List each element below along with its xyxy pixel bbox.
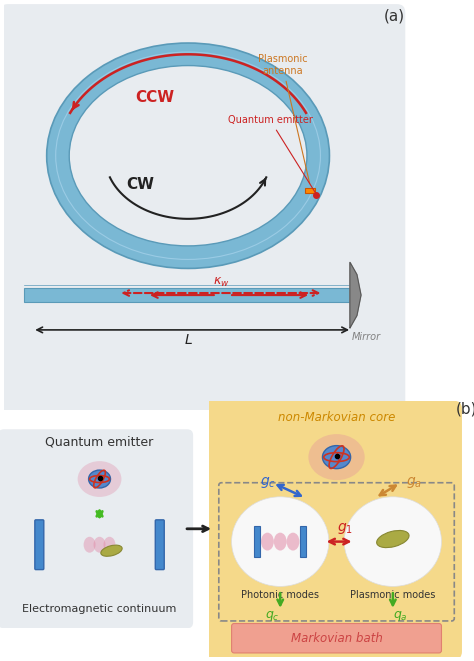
FancyBboxPatch shape <box>0 4 405 414</box>
Ellipse shape <box>93 537 106 553</box>
Ellipse shape <box>287 533 300 551</box>
Text: $q_a$: $q_a$ <box>393 609 408 623</box>
Bar <box>305 188 315 193</box>
Ellipse shape <box>232 497 329 586</box>
Text: $\kappa_w$: $\kappa_w$ <box>212 276 229 289</box>
Text: Plasmonic
antenna: Plasmonic antenna <box>257 54 310 184</box>
Ellipse shape <box>261 533 274 551</box>
Ellipse shape <box>46 43 329 268</box>
Bar <box>24 288 352 302</box>
Bar <box>254 526 260 557</box>
FancyBboxPatch shape <box>232 623 441 653</box>
Text: (b): (b) <box>456 402 474 416</box>
Bar <box>300 526 306 557</box>
Ellipse shape <box>89 470 110 488</box>
FancyBboxPatch shape <box>0 429 193 629</box>
Ellipse shape <box>309 434 365 480</box>
Text: Markovian bath: Markovian bath <box>291 632 383 645</box>
Text: $\gamma$: $\gamma$ <box>98 473 106 485</box>
FancyBboxPatch shape <box>35 520 44 570</box>
Ellipse shape <box>69 65 307 246</box>
Ellipse shape <box>377 531 409 547</box>
Polygon shape <box>350 262 361 328</box>
Text: $L$: $L$ <box>183 333 192 347</box>
Text: non-Markovian core: non-Markovian core <box>278 411 395 424</box>
Text: $g_c$: $g_c$ <box>260 475 276 490</box>
Text: Mirror: Mirror <box>352 332 381 342</box>
FancyBboxPatch shape <box>203 401 462 659</box>
Ellipse shape <box>344 497 441 586</box>
Text: Electromagnetic continuum: Electromagnetic continuum <box>22 604 177 615</box>
Text: Photonic modes: Photonic modes <box>241 590 319 600</box>
Ellipse shape <box>78 461 121 497</box>
Ellipse shape <box>103 537 116 553</box>
Text: Quantum emitter: Quantum emitter <box>228 115 315 192</box>
Ellipse shape <box>101 545 122 557</box>
Text: CCW: CCW <box>135 91 174 106</box>
Text: (a): (a) <box>384 9 405 24</box>
Text: Quantum emitter: Quantum emitter <box>46 435 154 448</box>
Ellipse shape <box>83 537 96 553</box>
Ellipse shape <box>274 533 287 551</box>
Text: $g_1$: $g_1$ <box>337 522 353 536</box>
Text: $g_a$: $g_a$ <box>406 475 422 490</box>
Text: CW: CW <box>127 176 155 192</box>
Text: $q_c$: $q_c$ <box>265 609 280 623</box>
Text: Plasmonic modes: Plasmonic modes <box>350 590 436 600</box>
FancyBboxPatch shape <box>155 520 164 570</box>
Ellipse shape <box>322 446 351 469</box>
Text: $\gamma$: $\gamma$ <box>335 451 343 463</box>
